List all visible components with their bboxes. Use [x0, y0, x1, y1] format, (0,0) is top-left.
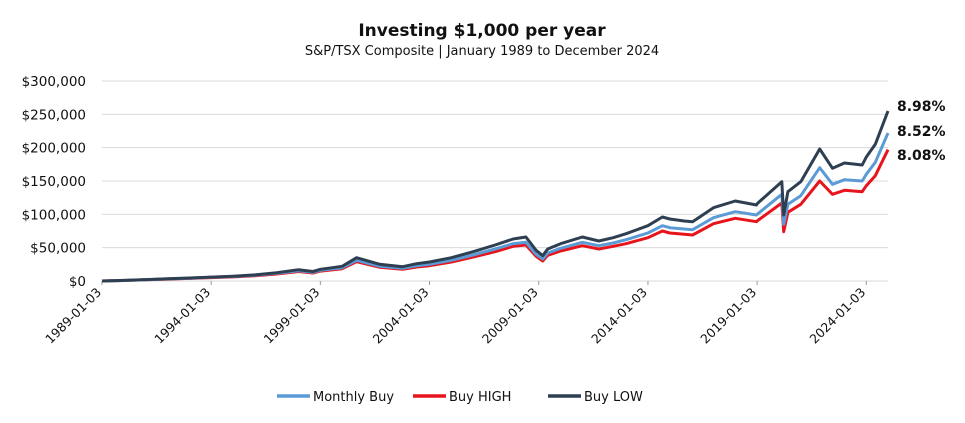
legend-label: Buy LOW — [584, 390, 643, 405]
x-tick-label: 2009-01-03 — [479, 285, 541, 347]
y-tick-label: $200,000 — [22, 141, 86, 157]
x-tick-label: 2004-01-03 — [370, 285, 432, 347]
x-tick-label: 2014-01-03 — [588, 285, 650, 347]
legend: Monthly Buy Buy HIGH Buy LOW — [277, 390, 643, 405]
y-tick-label: $50,000 — [30, 241, 86, 257]
legend-label: Monthly Buy — [313, 390, 394, 405]
x-tick-label: 1994-01-03 — [151, 285, 213, 347]
end-labels: 8.52% 8.08% 8.98% — [897, 99, 946, 164]
chart-subtitle: S&P/TSX Composite | January 1989 to Dece… — [305, 44, 659, 59]
legend-label: Buy HIGH — [449, 390, 511, 405]
y-tick-label: $100,000 — [22, 207, 86, 223]
y-axis-ticks: $0 $50,000 $100,000 $150,000 $200,000 $250,00… — [22, 74, 86, 290]
chart-title: Investing $1,000 per year — [358, 21, 606, 41]
y-tick-label: $0 — [69, 274, 86, 290]
end-label-monthly-buy: 8.52% — [897, 124, 946, 140]
series-lines — [101, 110, 890, 283]
y-tick-label: $150,000 — [22, 174, 86, 190]
x-tick-label: 2024-01-03 — [806, 285, 868, 347]
x-axis-ticks: 1989-01-03 1994-01-03 1999-01-03 2004-01-03… — [42, 281, 868, 346]
x-tick-label: 2019-01-03 — [697, 285, 759, 347]
y-tick-label: $250,000 — [22, 107, 86, 123]
gridlines — [102, 80, 888, 282]
series-line-monthly-buy — [101, 132, 890, 283]
x-tick-label: 1999-01-03 — [260, 285, 322, 347]
end-label-buy-low: 8.98% — [897, 99, 946, 115]
x-tick-label: 1989-01-03 — [42, 285, 104, 347]
series-line-buy-low — [101, 110, 890, 283]
y-tick-label: $300,000 — [22, 74, 86, 90]
series-line-buy-high — [101, 149, 890, 283]
end-label-buy-high: 8.08% — [897, 148, 946, 164]
